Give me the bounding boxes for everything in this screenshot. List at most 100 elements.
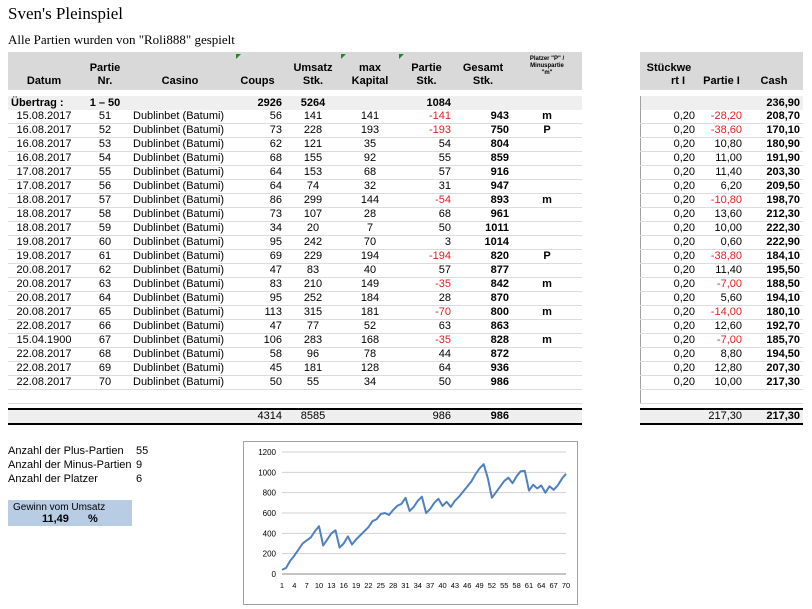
- cell-nr[interactable]: 66: [80, 319, 130, 335]
- cell-cash[interactable]: 208,70: [745, 110, 803, 125]
- cell-nr[interactable]: 70: [80, 375, 130, 391]
- cell-nr[interactable]: 53: [80, 137, 130, 153]
- total-empty[interactable]: [512, 408, 582, 426]
- header-datum[interactable]: Datum: [8, 52, 80, 90]
- cell-partie[interactable]: 50: [399, 221, 454, 237]
- cell-sw[interactable]: 0,20: [639, 263, 698, 279]
- cell-pi[interactable]: 10,00: [698, 375, 745, 391]
- cell-pi[interactable]: -7,00: [698, 333, 745, 349]
- cell-flag[interactable]: P: [512, 249, 582, 265]
- cell-flag[interactable]: [512, 221, 582, 237]
- cell-umsatz[interactable]: 283: [285, 333, 341, 349]
- cell-coups[interactable]: 73: [230, 123, 285, 139]
- cell-sw[interactable]: 0,20: [639, 249, 698, 265]
- cell-pi[interactable]: 8,80: [698, 347, 745, 363]
- cell-partie[interactable]: -141: [399, 110, 454, 125]
- cell-nr[interactable]: 62: [80, 263, 130, 279]
- cell-nr[interactable]: 51: [80, 110, 130, 125]
- cell-gesamt[interactable]: 1014: [454, 235, 512, 251]
- cell-casino[interactable]: Dublinbet (Batumi): [130, 305, 230, 321]
- cell-cash[interactable]: 222,90: [745, 235, 803, 251]
- header-umsatz[interactable]: Umsatz Stk.: [285, 52, 341, 90]
- cell-umsatz[interactable]: 299: [285, 193, 341, 209]
- cell-nr[interactable]: 64: [80, 291, 130, 307]
- cell-nr[interactable]: 59: [80, 221, 130, 237]
- cell-kap[interactable]: 7: [341, 221, 399, 237]
- cell-casino[interactable]: Dublinbet (Batumi): [130, 319, 230, 335]
- cell-partie[interactable]: 44: [399, 347, 454, 363]
- cell-coups[interactable]: 95: [230, 235, 285, 251]
- cell-pi[interactable]: 11,00: [698, 151, 745, 167]
- cell-cash[interactable]: 198,70: [745, 193, 803, 209]
- cell-coups[interactable]: 34: [230, 221, 285, 237]
- cell-flag[interactable]: [512, 165, 582, 181]
- cell-partie[interactable]: 54: [399, 137, 454, 153]
- cell-casino[interactable]: Dublinbet (Batumi): [130, 165, 230, 181]
- cell-coups[interactable]: 47: [230, 319, 285, 335]
- cell-coups[interactable]: 113: [230, 305, 285, 321]
- cell-flag[interactable]: [512, 375, 582, 391]
- chart-area[interactable]: 0 200 400 600 800 1000 1200 1 4 7 10 13 16 19 22 25 28 31…: [243, 441, 578, 605]
- header-partie-nr[interactable]: Partie Nr.: [80, 52, 130, 90]
- cell-gesamt[interactable]: 943: [454, 110, 512, 125]
- cell-kap[interactable]: 68: [341, 165, 399, 181]
- cell-partie[interactable]: -35: [399, 277, 454, 293]
- cell-casino[interactable]: Dublinbet (Batumi): [130, 291, 230, 307]
- cell-flag[interactable]: [512, 319, 582, 335]
- cell-cash[interactable]: 203,30: [745, 165, 803, 181]
- cell-datum[interactable]: 18.08.2017: [8, 193, 80, 209]
- cell-nr[interactable]: 67: [80, 333, 130, 349]
- cell-cash[interactable]: 184,10: [745, 249, 803, 265]
- cell-sw[interactable]: 0,20: [639, 361, 698, 377]
- header-max-kapital[interactable]: max Kapital: [341, 52, 399, 90]
- empty-cell[interactable]: [8, 389, 80, 404]
- cell-flag[interactable]: m: [512, 305, 582, 321]
- cell-partie[interactable]: 28: [399, 291, 454, 307]
- cell-sw[interactable]: 0,20: [639, 333, 698, 349]
- total-coups[interactable]: 4314: [230, 408, 285, 426]
- empty-cell[interactable]: [512, 389, 582, 404]
- header-partie-stk[interactable]: Partie Stk.: [399, 52, 454, 90]
- carry-gesamt[interactable]: [454, 96, 512, 110]
- cell-casino[interactable]: Dublinbet (Batumi): [130, 277, 230, 293]
- cell-nr[interactable]: 52: [80, 123, 130, 139]
- cell-gesamt[interactable]: 986: [454, 375, 512, 391]
- cell-pi[interactable]: -28,20: [698, 110, 745, 125]
- cell-nr[interactable]: 55: [80, 165, 130, 181]
- cell-pi[interactable]: -38,80: [698, 249, 745, 265]
- cell-flag[interactable]: m: [512, 333, 582, 349]
- cell-casino[interactable]: Dublinbet (Batumi): [130, 375, 230, 391]
- cell-pi[interactable]: 11,40: [698, 165, 745, 181]
- total-empty[interactable]: [341, 408, 399, 426]
- carry-range[interactable]: 1 – 50: [80, 96, 130, 110]
- cell-nr[interactable]: 54: [80, 151, 130, 167]
- cell-cash[interactable]: 180,10: [745, 305, 803, 321]
- cell-flag[interactable]: m: [512, 193, 582, 209]
- cell-datum[interactable]: 15.04.1900: [8, 333, 80, 349]
- cell-kap[interactable]: 34: [341, 375, 399, 391]
- cell-casino[interactable]: Dublinbet (Batumi): [130, 361, 230, 377]
- cell-datum[interactable]: 15.08.2017: [8, 110, 80, 125]
- cell-flag[interactable]: [512, 179, 582, 195]
- cell-casino[interactable]: Dublinbet (Batumi): [130, 263, 230, 279]
- cell-pi[interactable]: 13,60: [698, 207, 745, 223]
- cell-cash[interactable]: 188,50: [745, 277, 803, 293]
- cell-flag[interactable]: [512, 291, 582, 307]
- cell-cash[interactable]: 194,50: [745, 347, 803, 363]
- cell-umsatz[interactable]: 77: [285, 319, 341, 335]
- cell-coups[interactable]: 47: [230, 263, 285, 279]
- cell-casino[interactable]: Dublinbet (Batumi): [130, 110, 230, 125]
- total-pi[interactable]: 217,30: [698, 408, 745, 426]
- cell-kap[interactable]: 78: [341, 347, 399, 363]
- cell-gesamt[interactable]: 750: [454, 123, 512, 139]
- cell-nr[interactable]: 56: [80, 179, 130, 195]
- cell-partie[interactable]: -35: [399, 333, 454, 349]
- cell-nr[interactable]: 58: [80, 207, 130, 223]
- cell-gesamt[interactable]: 877: [454, 263, 512, 279]
- cell-kap[interactable]: 92: [341, 151, 399, 167]
- cell-datum[interactable]: 17.08.2017: [8, 179, 80, 195]
- cell-flag[interactable]: [512, 347, 582, 363]
- cell-flag[interactable]: [512, 361, 582, 377]
- cell-umsatz[interactable]: 83: [285, 263, 341, 279]
- cell-coups[interactable]: 45: [230, 361, 285, 377]
